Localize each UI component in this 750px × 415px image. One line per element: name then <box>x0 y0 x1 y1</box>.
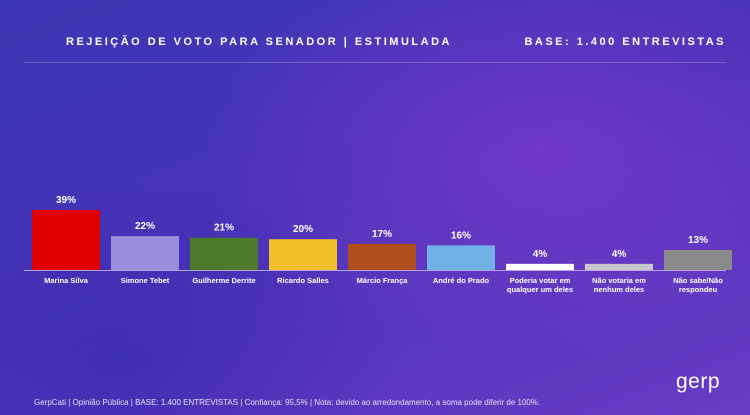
header-divider <box>24 62 726 63</box>
data-label-6: 16% <box>451 230 471 241</box>
bar-4 <box>269 239 337 270</box>
data-label-3: 21% <box>214 223 234 234</box>
bar-5 <box>348 243 416 270</box>
data-label-5: 17% <box>372 229 392 240</box>
data-label-1: 39% <box>56 195 76 206</box>
data-label-8: 4% <box>612 249 627 260</box>
category-label-7: Poderia votar em qualquer um deles <box>507 276 573 294</box>
category-label-4: Ricardo Salles <box>277 276 329 285</box>
bar-2 <box>111 236 179 270</box>
data-label-9: 13% <box>688 235 708 246</box>
gerp-logo: gerp <box>676 370 721 393</box>
category-label-3: Guilherme Derrite <box>192 276 255 285</box>
bar-9 <box>664 250 732 270</box>
bar-6 <box>427 245 495 270</box>
data-label-4: 20% <box>293 224 313 235</box>
base-label: BASE: 1.400 ENTREVISTAS <box>524 36 726 48</box>
category-label-8: Não votaria em nenhum deles <box>592 276 646 294</box>
data-label-7: 4% <box>533 249 548 260</box>
bar-7 <box>506 263 574 270</box>
bar-1 <box>32 210 100 270</box>
footer-note: GerpCati | Opinião Pública | BASE: 1.400… <box>34 398 541 407</box>
category-label-1: Marina Silva <box>44 276 89 285</box>
chart-title: REJEIÇÃO DE VOTO PARA SENADOR | ESTIMULA… <box>66 36 452 48</box>
data-label-2: 22% <box>135 221 155 232</box>
bar-8 <box>585 263 653 270</box>
bar-3 <box>190 237 258 270</box>
category-label-2: Simone Tebet <box>121 276 170 285</box>
category-label-9: Não sabe/Não respondeu <box>673 276 723 294</box>
category-label-5: Márcio França <box>357 276 409 285</box>
category-label-6: André do Prado <box>433 276 490 285</box>
